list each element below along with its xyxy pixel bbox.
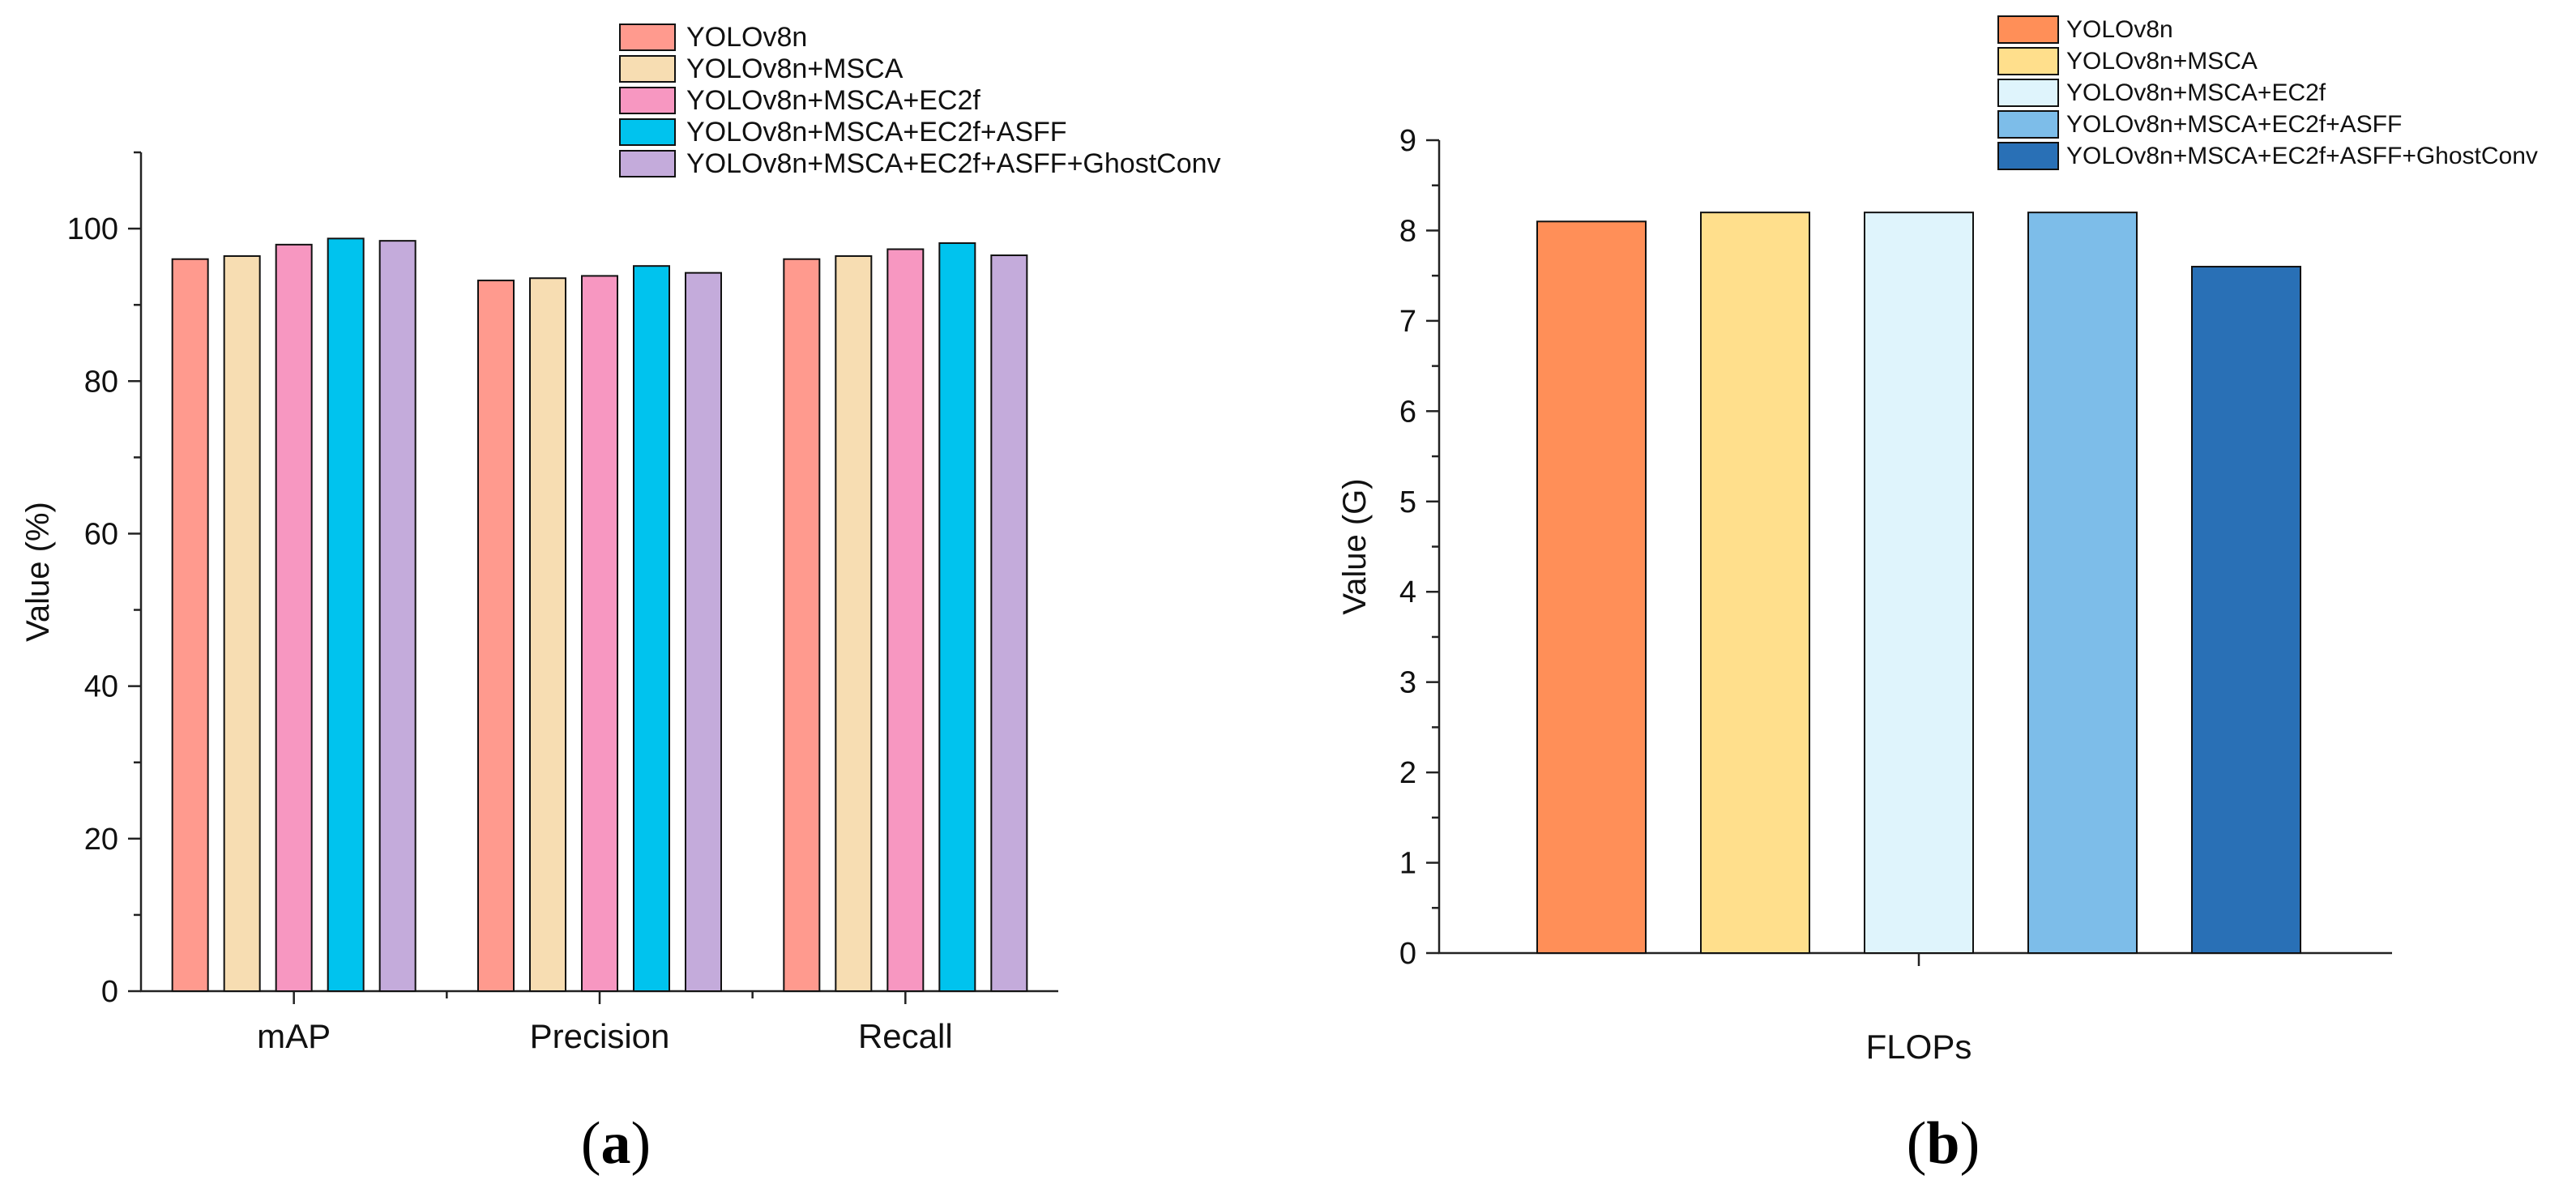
x-axis-title-b: FLOPs: [1866, 1028, 1972, 1066]
y-tick-label-b: 3: [1399, 666, 1416, 700]
bar-recall-yolov8n-msca: [835, 254, 873, 992]
legend-swatch-a-yolov8n: [619, 24, 676, 51]
y-axis-title-a: Value (%): [20, 502, 56, 642]
bar-recall-yolov8n-msca-ec2f-asff-ghostconv: [990, 254, 1028, 993]
legend-label-b-yolov8n: YOLOv8n: [2066, 16, 2173, 43]
y-tick-label-b: 7: [1399, 305, 1416, 339]
bar-map-yolov8n-msca-ec2f-asff-ghostconv: [378, 240, 417, 992]
legend-label-a-yolov8n-msca-ec2f-asff: YOLOv8n+MSCA+EC2f+ASFF: [686, 117, 1067, 147]
panel-label-letter-b: b: [1926, 1110, 1959, 1177]
panel-label-b: (b): [1907, 1110, 1980, 1177]
bar-recall-yolov8n-msca-ec2f-asff: [938, 242, 976, 992]
legend-label-a-yolov8n-msca: YOLOv8n+MSCA: [686, 53, 904, 84]
legend-label-b-yolov8n-msca-ec2f: YOLOv8n+MSCA+EC2f: [2066, 79, 2326, 106]
y-axis-title-b: Value (G): [1337, 478, 1373, 614]
bar-flops-yolov8n-msca: [1700, 212, 1810, 954]
bar-precision-yolov8n-msca-ec2f: [581, 275, 618, 993]
legend-label-a-yolov8n-msca-ec2f: YOLOv8n+MSCA+EC2f: [686, 85, 980, 116]
y-tick-label-a: 80: [84, 365, 118, 399]
legend-label-b-yolov8n-msca-ec2f-asff-ghostconv: YOLOv8n+MSCA+EC2f+ASFF+GhostConv: [2066, 143, 2538, 169]
y-tick-label-b: 8: [1399, 214, 1416, 248]
legend-label-a-yolov8n: YOLOv8n: [686, 22, 807, 53]
legend-swatch-b-yolov8n: [1997, 15, 2059, 44]
bar-precision-yolov8n-msca-ec2f-asff-ghostconv: [685, 271, 722, 992]
x-tick-label-recall: Recall: [858, 1017, 953, 1055]
bar-map-yolov8n-msca: [223, 254, 261, 992]
y-tick-label-a: 0: [101, 975, 118, 1009]
y-tick-label-b: 2: [1399, 756, 1416, 790]
legend-swatch-a-yolov8n-msca-ec2f-asff: [619, 118, 676, 146]
chart-panel-a: 0 20 40 60 80 100 Value (%) mAP Precision Recall Y…: [20, 22, 1221, 1177]
legend-label-a-yolov8n-msca-ec2f-asff-ghostconv: YOLOv8n+MSCA+EC2f+ASFF+GhostConv: [686, 148, 1221, 179]
y-tick-label-b: 6: [1399, 395, 1416, 429]
y-tick-label-a: 20: [84, 823, 118, 857]
legend-label-b-yolov8n-msca-ec2f-asff: YOLOv8n+MSCA+EC2f+ASFF: [2066, 111, 2402, 138]
bar-flops-yolov8n: [1536, 220, 1647, 954]
chart-panel-b: 0 1 2 3 4 5 6 7 8 9 Value (G) FLOPs YOLOv8n YOLOv8n+M…: [1337, 15, 2538, 1177]
panel-label-a: (a): [581, 1110, 651, 1177]
y-tick-label-b: 5: [1399, 485, 1416, 519]
bar-map-yolov8n-msca-ec2f: [275, 243, 313, 993]
bar-precision-yolov8n: [477, 280, 515, 992]
bar-flops-yolov8n-msca-ec2f-asff-ghostconv: [2191, 266, 2301, 954]
legend-swatch-a-yolov8n-msca: [619, 55, 676, 83]
y-tick-label-b: 9: [1399, 124, 1416, 158]
legend-swatch-a-yolov8n-msca-ec2f: [619, 87, 676, 114]
x-tick-label-precision: Precision: [530, 1017, 670, 1055]
y-tick-label-b: 1: [1399, 847, 1416, 881]
bar-recall-yolov8n-msca-ec2f: [886, 248, 925, 992]
y-tick-label-a: 60: [84, 517, 118, 551]
bar-flops-yolov8n-msca-ec2f: [1864, 212, 1974, 954]
bar-recall-yolov8n: [783, 258, 821, 992]
y-tick-label-a: 100: [67, 212, 118, 246]
legend-swatch-b-yolov8n-msca-ec2f-asff-ghostconv: [1997, 142, 2059, 170]
bar-flops-yolov8n-msca-ec2f-asff: [2027, 212, 2138, 954]
y-tick-label-a: 40: [84, 670, 118, 704]
legend-swatch-b-yolov8n-msca: [1997, 47, 2059, 75]
y-tick-label-b: 0: [1399, 937, 1416, 971]
y-tick-label-b: 4: [1399, 575, 1416, 609]
bar-precision-yolov8n-msca: [529, 277, 566, 992]
legend-label-b-yolov8n-msca: YOLOv8n+MSCA: [2066, 48, 2258, 75]
panel-label-letter-a: a: [601, 1110, 631, 1177]
legend-swatch-a-yolov8n-msca-ec2f-asff-ghostconv: [619, 150, 676, 177]
bar-map-yolov8n-msca-ec2f-asff: [327, 237, 365, 992]
x-tick-label-map: mAP: [257, 1017, 331, 1055]
legend-swatch-b-yolov8n-msca-ec2f: [1997, 79, 2059, 107]
bar-precision-yolov8n-msca-ec2f-asff: [633, 265, 670, 993]
bar-map-yolov8n: [171, 258, 209, 992]
legend-swatch-b-yolov8n-msca-ec2f-asff: [1997, 110, 2059, 139]
